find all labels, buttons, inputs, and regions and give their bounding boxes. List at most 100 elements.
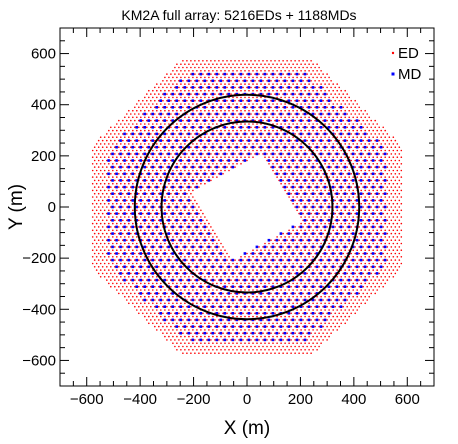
ed-point [152, 169, 154, 172]
ed-point [236, 156, 238, 158]
ed-point [302, 93, 304, 95]
ed-point [328, 136, 330, 138]
ed-point [292, 109, 294, 112]
ed-point [252, 116, 254, 119]
ed-point [128, 202, 130, 205]
ed-point [382, 133, 385, 135]
ed-point [292, 295, 294, 298]
ed-point [358, 179, 361, 182]
ed-point [136, 209, 138, 212]
ed-point [91, 236, 94, 238]
ed-point [362, 246, 365, 248]
ed-point [206, 259, 208, 261]
ed-point [396, 169, 399, 172]
ed-point [296, 123, 298, 125]
ed-point [314, 146, 316, 148]
ed-point [290, 239, 292, 241]
ed-point [386, 173, 389, 175]
ed-point [344, 209, 347, 212]
ed-point [328, 202, 330, 205]
ed-point [114, 226, 116, 228]
ed-point [312, 182, 314, 185]
ed-point [146, 126, 148, 129]
ed-point [103, 136, 106, 138]
ed-point [368, 242, 371, 245]
ed-point [176, 83, 178, 85]
ed-point [128, 116, 130, 119]
ed-point [232, 163, 234, 165]
ed-point [280, 255, 282, 258]
ed-point [362, 226, 365, 228]
ed-point [158, 86, 160, 89]
ed-point [130, 272, 132, 275]
ed-point [280, 309, 282, 311]
ed-point [320, 176, 322, 178]
ed-point [292, 302, 294, 305]
ed-point [110, 199, 112, 202]
ed-point [338, 312, 341, 315]
ed-point [178, 99, 180, 102]
ed-point [174, 192, 176, 195]
ed-point [304, 309, 306, 311]
ed-point [200, 129, 202, 132]
ed-point [97, 192, 100, 195]
ed-point [340, 229, 343, 232]
ed-point [362, 232, 365, 235]
ed-point [236, 123, 238, 125]
ed-point [112, 229, 114, 232]
ed-point [336, 202, 339, 205]
ed-point [302, 219, 304, 222]
ed-point [370, 119, 373, 122]
ed-point [318, 299, 320, 301]
ed-point [394, 246, 397, 248]
ed-point [252, 149, 254, 152]
ed-point [190, 113, 192, 115]
ed-point [244, 335, 246, 338]
ed-point [192, 176, 194, 178]
ed-point [272, 163, 274, 165]
ed-point [208, 143, 210, 145]
ed-point [174, 246, 176, 248]
ed-point [152, 222, 154, 225]
ed-point [388, 136, 391, 138]
ed-point [238, 312, 240, 315]
ed-point [142, 292, 144, 295]
ed-point [286, 292, 288, 295]
ed-point [224, 302, 226, 305]
ed-point [316, 89, 318, 92]
ed-point [210, 292, 212, 295]
ed-point [336, 129, 339, 132]
ed-point [276, 156, 278, 158]
ed-point [282, 352, 284, 355]
ed-point [334, 305, 337, 308]
ed-point [150, 179, 152, 182]
ed-point [220, 295, 222, 298]
ed-point [294, 319, 296, 321]
ed-point [346, 285, 349, 288]
ed-point [340, 116, 343, 119]
ed-point [146, 312, 148, 315]
ed-point [262, 246, 264, 248]
ed-point [330, 146, 332, 148]
ed-point [242, 113, 244, 115]
ed-point [336, 182, 339, 185]
ed-point [288, 236, 290, 238]
ed-point [142, 159, 144, 162]
ed-point [136, 176, 138, 178]
ed-point [332, 189, 335, 192]
ed-point [166, 226, 168, 228]
ed-point [198, 246, 200, 248]
ed-point [198, 173, 200, 175]
ed-point [120, 196, 122, 198]
ed-point [370, 272, 373, 275]
ed-point [290, 166, 292, 168]
ed-point [366, 179, 369, 182]
ed-point [258, 285, 260, 288]
ed-point [390, 153, 393, 155]
ed-point [178, 146, 180, 148]
ed-point [304, 222, 306, 225]
ed-point [400, 163, 403, 165]
ed-point [314, 206, 316, 208]
ed-point [154, 86, 156, 89]
ed-point [392, 242, 395, 245]
